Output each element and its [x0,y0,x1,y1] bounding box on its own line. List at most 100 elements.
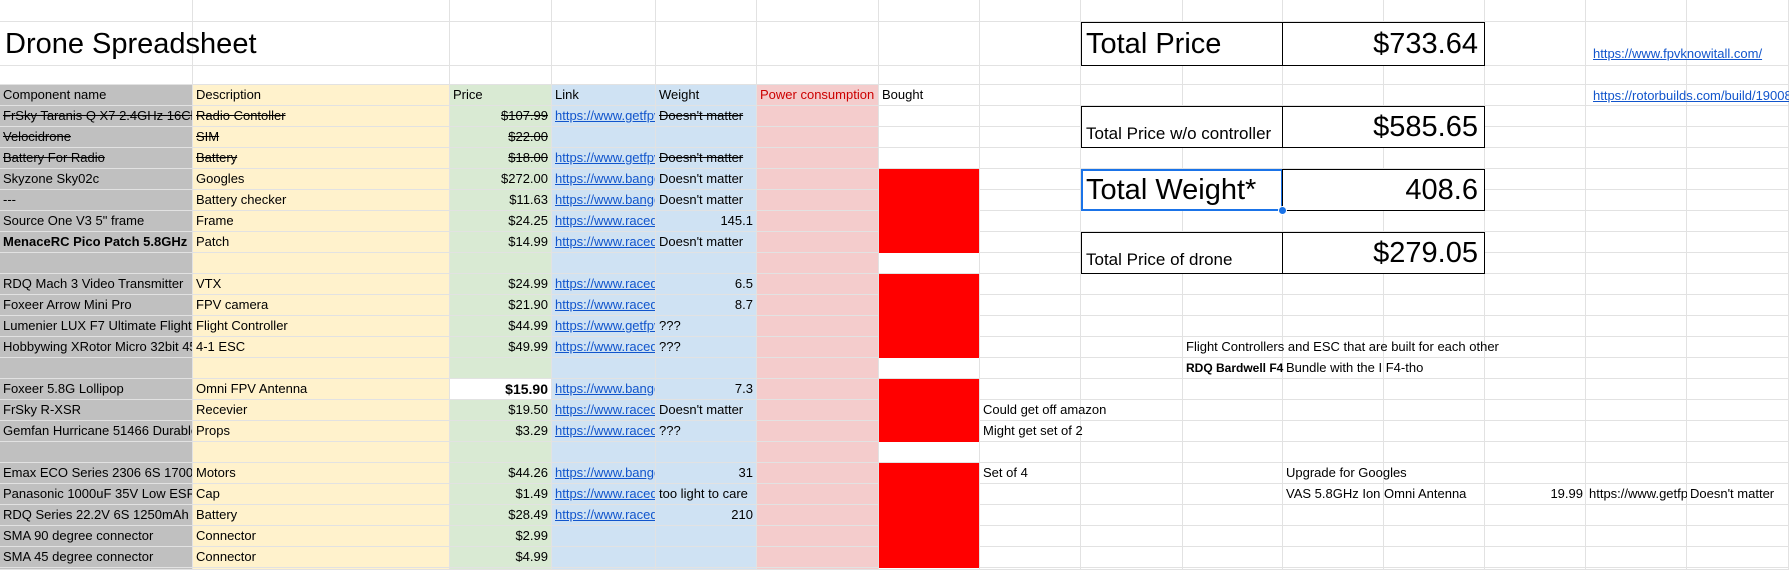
table-row-price[interactable]: $1.49 [515,486,548,501]
table-row-description[interactable]: SIM [196,129,220,144]
table-row-price[interactable]: $44.99 [508,318,548,333]
summary-value-cell[interactable] [1282,106,1485,148]
summary-value-cell[interactable] [1282,232,1485,274]
table-row-description[interactable]: VTX [196,276,222,291]
table-row-weight[interactable]: Doesn't matter [659,402,744,417]
table-row-note[interactable]: Set of 4 [983,465,1028,480]
table-row-price[interactable]: $14.99 [508,234,548,249]
table-row-link[interactable] [552,358,655,378]
table-row-link[interactable]: https://www.banggood.com [555,192,655,207]
header-link[interactable]: Link [555,87,579,102]
table-row-weight[interactable]: ??? [659,339,681,354]
side-note-price[interactable]: 19.99 [1550,486,1583,501]
table-row-component-name[interactable]: Source One V3 5" frame [3,213,145,228]
table-row-price[interactable]: $3.29 [515,423,548,438]
table-row-description[interactable]: Connector [196,549,256,564]
summary-value-cell[interactable] [1282,22,1485,66]
table-row-weight[interactable]: 31 [738,465,753,480]
table-row-weight[interactable]: 8.7 [734,297,753,312]
table-row-component-name[interactable]: Foxeer 5.8G Lollipop [3,381,124,396]
table-row-link[interactable] [552,526,655,546]
table-row-price[interactable]: $19.50 [508,402,548,417]
table-row-weight[interactable]: 210 [731,507,753,522]
side-note[interactable]: RDQ Bardwell F4 [1186,361,1284,375]
table-row-link[interactable] [552,547,655,567]
table-row-description[interactable]: Omni FPV Antenna [196,381,308,396]
summary-label-cell[interactable] [1081,232,1283,274]
side-note-weight[interactable]: Doesn't matter [1690,486,1775,501]
summary-label-cell[interactable] [1081,106,1283,148]
header-weight[interactable]: Weight [659,87,700,102]
table-row-weight[interactable]: 7.3 [734,381,753,396]
table-row-link[interactable]: https://www.banggood.com [555,465,655,480]
table-row-component-name[interactable] [0,442,192,462]
table-row-component-name[interactable]: --- [3,192,16,207]
side-note[interactable]: Flight Controllers and ESC that are buil… [1186,339,1499,354]
table-row-component-name[interactable]: MenaceRC Pico Patch 5.8GHz [3,234,188,249]
table-row-price[interactable]: $24.99 [508,276,548,291]
table-row-component-name[interactable] [0,253,192,273]
side-note[interactable]: Upgrade for Googles [1286,465,1407,480]
table-row-link[interactable]: https://www.racedayquads.com [555,297,655,312]
table-row-component-name[interactable]: Velocidrone [3,129,71,144]
table-row-price[interactable]: $24.25 [508,213,548,228]
table-row-description[interactable]: Flight Controller [196,318,288,333]
table-row-link[interactable]: https://www.racedayquads.com [555,486,655,501]
table-row-price[interactable]: $107.99 [501,108,548,123]
table-row-weight[interactable]: Doesn't matter [659,108,744,123]
table-row-weight[interactable]: 145.1 [720,213,753,228]
table-row-description[interactable] [193,442,449,462]
summary-value-cell[interactable] [1282,169,1485,211]
table-row-weight[interactable] [656,358,756,378]
side-note[interactable]: VAS 5.8GHz Ion Omni Antenna [1286,486,1467,501]
table-row-weight[interactable]: Doesn't matter [659,150,744,165]
table-row-weight[interactable] [656,547,756,567]
table-row-link[interactable]: https://www.banggood.com [555,171,655,186]
table-row-component-name[interactable]: FrSky Taranis Q X7 2.4GHz 16Ch [3,108,192,123]
table-row-link[interactable]: https://www.getfpv.com [555,108,655,123]
table-row-component-name[interactable]: Foxeer Arrow Mini Pro [3,297,132,312]
selection-fill-handle[interactable] [1278,206,1287,215]
table-row-component-name[interactable]: Battery For Radio [3,150,105,165]
table-row-price[interactable]: $49.99 [508,339,548,354]
table-row-link[interactable]: https://www.racedayquads.com [555,402,655,417]
table-row-weight[interactable]: ??? [659,423,681,438]
table-row-price[interactable]: $272.00 [501,171,548,186]
table-row-price[interactable] [450,442,551,462]
table-row-note[interactable]: Might get set of 2 [983,423,1083,438]
reference-link[interactable]: https://rotorbuilds.com/build/19008 [1593,88,1789,103]
table-row-description[interactable] [193,358,449,378]
table-row-description[interactable]: Battery [196,507,238,522]
table-row-weight[interactable]: Doesn't matter [659,234,744,249]
table-row-link[interactable] [552,127,655,147]
table-row-price[interactable] [450,253,551,273]
table-row-weight[interactable] [656,442,756,462]
table-row-description[interactable]: Radio Contoller [196,108,286,123]
table-row-description[interactable]: 4-1 ESC [196,339,246,354]
table-row-price[interactable]: $21.90 [508,297,548,312]
table-row-weight[interactable]: too light to care [659,486,748,501]
table-row-description[interactable]: Props [196,423,230,438]
table-row-weight[interactable]: Doesn't matter [659,192,744,207]
table-row-link[interactable]: https://www.racedayquads.com [555,339,655,354]
table-row-price[interactable] [450,358,551,378]
table-row-description[interactable]: Battery checker [196,192,287,207]
header-description[interactable]: Description [196,87,262,102]
summary-label-cell[interactable] [1081,22,1283,66]
table-row-component-name[interactable] [0,358,192,378]
table-row-weight[interactable] [656,127,756,147]
reference-link[interactable]: https://www.fpvknowitall.com/ [1593,46,1763,61]
table-row-component-name[interactable]: Emax ECO Series 2306 6S 1700KV [3,465,192,480]
table-row-component-name[interactable]: FrSky R-XSR [3,402,81,417]
table-row-component-name[interactable]: Gemfan Hurricane 51466 Durable [3,423,192,438]
table-row-link[interactable]: https://www.racedayquads.com [555,213,655,228]
table-row-price[interactable]: $15.90 [450,379,551,399]
table-row-component-name[interactable]: SMA 45 degree connector [3,549,154,564]
table-row-component-name[interactable]: Panasonic 1000uF 35V Low ESR [3,486,192,501]
side-note-link[interactable]: https://www.getfpv.com [1589,486,1687,501]
table-row-description[interactable]: Cap [196,486,220,501]
table-row-link[interactable]: https://www.racedayquads.com [555,423,655,438]
table-row-description[interactable]: Motors [196,465,236,480]
table-row-description[interactable]: Patch [196,234,230,249]
summary-label-cell[interactable] [1081,169,1283,211]
